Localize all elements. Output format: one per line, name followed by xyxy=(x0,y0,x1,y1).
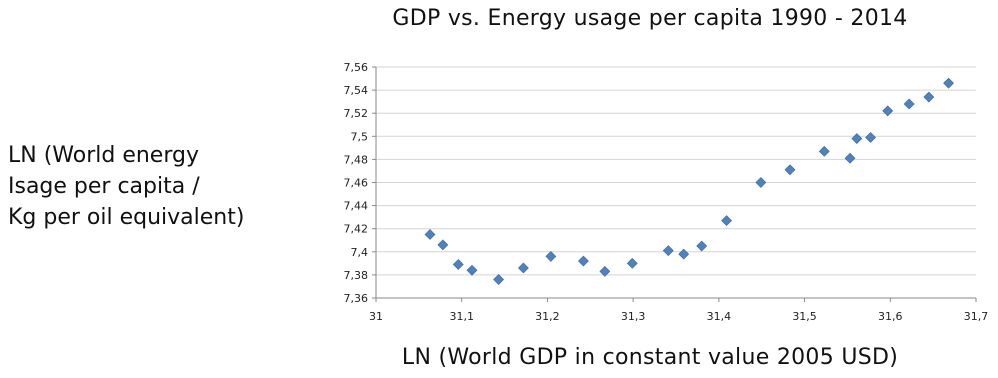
data-point xyxy=(545,250,557,262)
data-point xyxy=(851,133,863,145)
data-point xyxy=(696,240,708,252)
y-tick-label: 7,44 xyxy=(344,200,369,213)
data-point xyxy=(818,145,830,157)
chart-title-line: GDP vs. Energy usage per capita 1990 - 2… xyxy=(392,6,908,31)
y-tick-label: 7,4 xyxy=(351,246,369,259)
y-axis-ticks: 7,36 7,38 7,4 7,42 7,44 7,46 7,48 7,5 7,52 7,54 7,… xyxy=(344,61,369,305)
data-point xyxy=(755,177,767,188)
axes xyxy=(372,66,977,302)
y-axis-title-line: LN (World energy xyxy=(8,143,199,168)
x-tick-label: 31,2 xyxy=(535,310,560,323)
gridlines xyxy=(376,66,976,276)
data-point xyxy=(493,274,504,285)
data-point xyxy=(466,264,478,276)
data-point xyxy=(923,91,935,103)
x-tick-label: 31,5 xyxy=(792,310,817,323)
x-tick-label: 31,7 xyxy=(964,310,989,323)
chart-title: GDP vs. Energy usage per capita 1990 - 2… xyxy=(305,6,995,31)
y-axis-title: LN (World energy Isage per capita / Kg p… xyxy=(8,140,328,233)
x-tick-label: 31,3 xyxy=(621,310,646,323)
y-tick-label: 7,36 xyxy=(344,292,369,305)
data-point xyxy=(599,266,611,277)
y-tick-label: 7,48 xyxy=(344,153,369,166)
x-tick-label: 31,6 xyxy=(878,310,903,323)
data-point xyxy=(452,259,464,270)
y-tick-label: 7,56 xyxy=(344,61,369,74)
y-tick-label: 7,52 xyxy=(344,107,369,120)
data-point xyxy=(844,152,856,164)
data-point xyxy=(943,77,954,89)
data-point xyxy=(626,257,638,269)
data-point xyxy=(662,245,674,257)
data-point xyxy=(865,132,876,143)
y-tick-label: 7,38 xyxy=(344,269,369,282)
data-point xyxy=(578,255,589,267)
x-axis-ticks: 31 31,1 31,2 31,3 31,4 31,5 31,6 31,7 xyxy=(369,310,988,323)
y-axis-title-line: Isage per capita / xyxy=(8,174,200,199)
x-tick-label: 31 xyxy=(369,310,383,323)
x-axis-title-line: LN (World GDP in constant value 2005 USD… xyxy=(401,345,899,370)
y-tick-label: 7,42 xyxy=(344,223,369,236)
y-tick-label: 7,54 xyxy=(344,84,369,97)
data-point xyxy=(437,239,449,251)
data-point xyxy=(518,262,529,274)
data-point xyxy=(424,229,436,240)
data-point xyxy=(678,248,690,260)
x-axis-title: LN (World GDP in constant value 2005 USD… xyxy=(305,345,995,370)
x-tick-label: 31,1 xyxy=(449,310,474,323)
data-points xyxy=(424,77,954,285)
data-point xyxy=(882,105,894,117)
data-point xyxy=(784,164,796,176)
y-tick-label: 7,5 xyxy=(351,130,369,143)
data-point xyxy=(721,215,732,227)
y-tick-label: 7,46 xyxy=(344,177,369,190)
x-tick-label: 31,4 xyxy=(707,310,732,323)
y-axis-title-line: Kg per oil equivalent) xyxy=(8,205,245,230)
data-point xyxy=(903,98,915,110)
